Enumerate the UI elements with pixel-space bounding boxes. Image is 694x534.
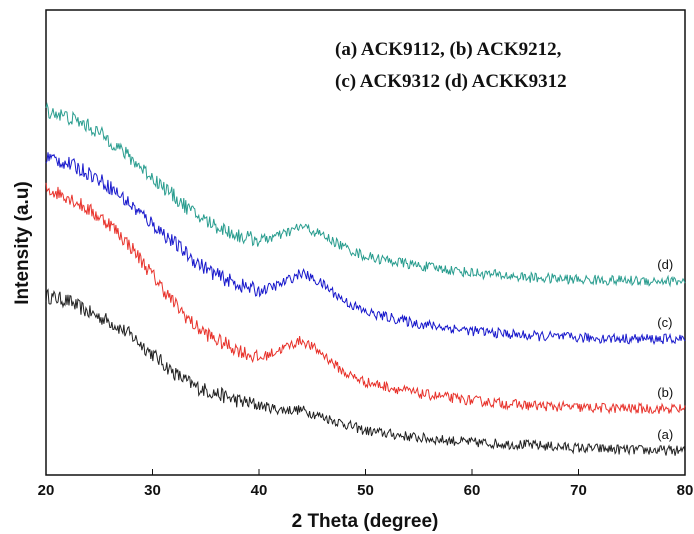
legend-line-2: (c) ACK9312 (d) ACKK9312 bbox=[335, 71, 567, 92]
series-labels: (a) (b) (c) (d) bbox=[657, 257, 673, 442]
x-tick-label-60: 60 bbox=[464, 482, 481, 499]
series-label-a: (a) bbox=[657, 427, 673, 442]
x-axis-ticks: 20 30 40 50 60 70 80 bbox=[38, 469, 694, 499]
x-tick-label-70: 70 bbox=[570, 482, 587, 499]
x-tick-label-30: 30 bbox=[144, 482, 161, 499]
series-label-c: (c) bbox=[657, 315, 672, 330]
x-axis-label: 2 Theta (degree) bbox=[292, 511, 439, 532]
legend-line-1: (a) ACK9112, (b) ACK9212, bbox=[335, 39, 562, 60]
x-tick-label-50: 50 bbox=[357, 482, 374, 499]
x-tick-label-80: 80 bbox=[677, 482, 694, 499]
series-line-c bbox=[45, 152, 686, 346]
series-label-b: (b) bbox=[657, 385, 673, 400]
y-axis-label: Intensity (a.u) bbox=[12, 181, 33, 305]
series-line-b bbox=[45, 182, 686, 415]
series-layer bbox=[45, 102, 686, 456]
series-line-a bbox=[45, 288, 686, 456]
series-line-d bbox=[45, 102, 686, 288]
x-tick-label-20: 20 bbox=[38, 482, 55, 499]
x-tick-label-40: 40 bbox=[251, 482, 268, 499]
series-label-d: (d) bbox=[657, 257, 673, 272]
